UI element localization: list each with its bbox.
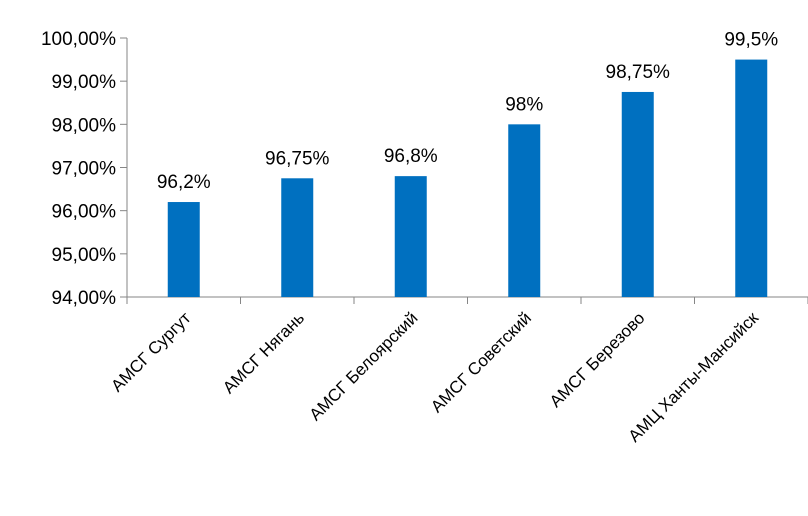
bar [621,91,654,297]
x-category-label: АМСГ Сургут [107,308,194,395]
chart-bars [167,59,768,298]
y-tick-label: 100,00% [41,29,116,50]
y-tick-label: 97,00% [52,159,117,180]
chart-axes [126,38,808,304]
chart-data-labels: 96,2% 96,75% 96,8% 98% 98,75% 99,5% [157,30,778,193]
bar [735,59,768,298]
y-tick-label: 94,00% [52,288,117,309]
x-category-label: АМЦ Ханты-Мансийск [625,308,763,446]
bar [167,202,200,297]
x-category-label: АМСГ Белоярский [306,308,422,424]
x-category-label: АМСГ Нягань [219,308,308,397]
y-tick-label: 99,00% [52,72,117,93]
x-category-label: АМСГ Березово [546,308,649,411]
bar [394,176,427,297]
bar-data-label: 96,75% [265,148,330,169]
chart-y-ticks: 94,00% 95,00% 96,00% 97,00% 98,00% 99,00% 100,… [41,29,127,309]
x-category-label: АМСГ Советский [427,308,535,416]
y-tick-label: 98,00% [52,115,117,136]
y-tick-label: 95,00% [52,245,117,266]
y-tick-label: 96,00% [52,202,117,223]
bar [281,178,314,297]
bar-data-label: 98% [505,94,543,115]
bar [508,124,541,297]
bar-data-label: 96,2% [157,172,211,193]
bar-data-label: 99,5% [724,30,778,51]
bar-data-label: 96,8% [384,146,438,167]
bar-data-label: 98,75% [606,62,671,83]
